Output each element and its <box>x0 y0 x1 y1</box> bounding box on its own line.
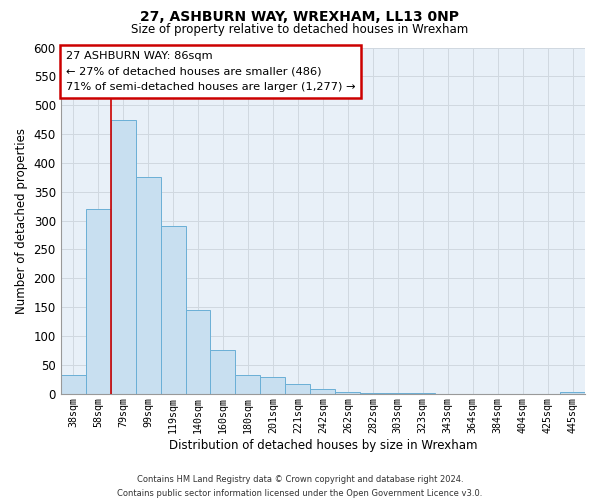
X-axis label: Distribution of detached houses by size in Wrexham: Distribution of detached houses by size … <box>169 440 477 452</box>
Bar <box>385 393 410 394</box>
Bar <box>560 392 585 394</box>
Bar <box>310 389 335 394</box>
Bar <box>360 392 385 394</box>
Text: 27 ASHBURN WAY: 86sqm
← 27% of detached houses are smaller (486)
71% of semi-det: 27 ASHBURN WAY: 86sqm ← 27% of detached … <box>66 51 355 92</box>
Bar <box>410 393 435 394</box>
Bar <box>286 384 310 394</box>
Bar <box>335 392 360 394</box>
Bar <box>235 376 260 394</box>
Text: Size of property relative to detached houses in Wrexham: Size of property relative to detached ho… <box>131 22 469 36</box>
Bar <box>211 350 235 394</box>
Bar <box>260 377 286 394</box>
Bar <box>110 120 136 394</box>
Bar <box>61 376 86 394</box>
Bar <box>136 178 161 394</box>
Bar <box>86 209 110 394</box>
Y-axis label: Number of detached properties: Number of detached properties <box>15 128 28 314</box>
Bar <box>185 310 211 394</box>
Text: Contains HM Land Registry data © Crown copyright and database right 2024.
Contai: Contains HM Land Registry data © Crown c… <box>118 476 482 498</box>
Text: 27, ASHBURN WAY, WREXHAM, LL13 0NP: 27, ASHBURN WAY, WREXHAM, LL13 0NP <box>140 10 460 24</box>
Bar <box>161 226 185 394</box>
